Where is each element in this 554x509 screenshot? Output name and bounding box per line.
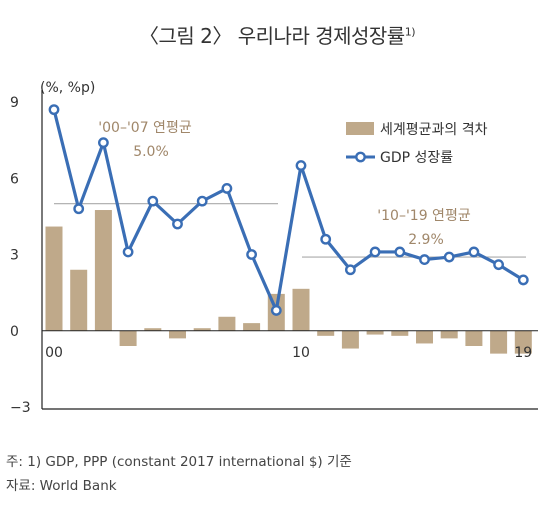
average-annotation-value: 2.9%: [408, 232, 444, 248]
y-tick-label: 9: [10, 95, 19, 111]
gdp-growth-point: [172, 218, 183, 230]
gap-bar: [243, 323, 261, 331]
gap-bar: [169, 330, 186, 339]
gap-bar: [292, 288, 310, 331]
gap-bar: [341, 330, 359, 349]
gdp-growth-point: [196, 195, 208, 207]
gdp-growth-point: [295, 160, 307, 171]
gdp-growth-point: [344, 264, 356, 276]
x-tick-label: 00: [45, 345, 63, 361]
gdp-growth-point: [443, 251, 455, 263]
gdp-growth-point: [369, 246, 381, 258]
gdp-growth-point: [419, 254, 430, 265]
gdp-growth-point: [221, 183, 233, 194]
footnote-basis: 주: 1) GDP, PPP (constant 2017 internatio…: [6, 454, 352, 470]
gdp-growth-point: [493, 259, 504, 271]
gap-bar: [490, 330, 508, 354]
gdp-growth-point: [468, 246, 480, 258]
chart: (%, %p) 9 6 3 0 −3 00 10 19 '00–'07 연평균 5.0% '10…: [10, 80, 538, 416]
average-annotation-label: '10–'19 연평균: [377, 208, 471, 224]
gap-bar: [366, 330, 384, 335]
gdp-growth-point: [517, 274, 529, 286]
x-tick-label: 19: [514, 345, 532, 361]
legend-swatch-bar: [346, 122, 374, 135]
gap-bar: [193, 328, 211, 331]
gap-bar: [94, 210, 112, 331]
gdp-growth-point: [98, 137, 109, 149]
chart-title: 〈그림 2〉 우리나라 경제성장률1): [139, 24, 416, 48]
gap-bar: [119, 330, 137, 346]
gdp-growth-point: [320, 233, 332, 245]
y-tick-label: 3: [10, 248, 19, 264]
gap-bar: [317, 330, 335, 336]
gap-bar: [45, 226, 63, 331]
gap-bar: [514, 330, 532, 354]
gap-bar: [144, 328, 162, 331]
average-annotation-label: '00–'07 연평균: [98, 120, 192, 136]
legend-label-line: GDP 성장률: [380, 150, 453, 166]
average-annotation-value: 5.0%: [133, 144, 169, 160]
legend-label-bar: 세계평균과의 격차: [380, 122, 488, 138]
title-footnote-mark: 1): [404, 25, 416, 39]
gdp-growth-point: [147, 195, 159, 207]
gap-bar: [70, 269, 88, 331]
footnotes: 주: 1) GDP, PPP (constant 2017 internatio…: [6, 450, 352, 498]
y-tick-label: 0: [10, 324, 19, 340]
gdp-growth-point: [48, 104, 60, 116]
x-tick-label: 10: [292, 345, 310, 361]
footnote-source: 자료: World Bank: [6, 478, 117, 494]
legend-swatch-marker: [355, 151, 366, 163]
y-axis-unit-label: (%, %p): [40, 80, 95, 96]
gap-bar: [440, 330, 458, 339]
gap-bar: [391, 330, 409, 336]
gap-bar: [465, 330, 483, 346]
gdp-growth-point: [270, 305, 282, 316]
gap-bar: [416, 330, 433, 344]
y-tick-label: −3: [10, 400, 31, 416]
gdp-growth-point: [73, 203, 85, 215]
gdp-growth-point: [246, 249, 258, 260]
y-tick-label: 6: [10, 171, 19, 187]
gdp-growth-point: [394, 246, 406, 258]
gap-bar: [218, 316, 236, 331]
gdp-growth-point: [122, 246, 134, 258]
